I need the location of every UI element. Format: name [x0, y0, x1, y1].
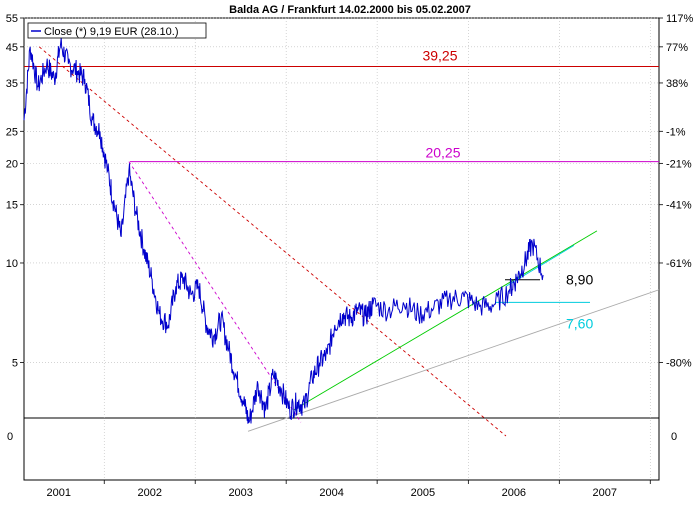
reference-line-label: 39,25 — [422, 47, 457, 63]
reference-line-label: 8,90 — [566, 272, 593, 288]
main-plot-area — [23, 17, 660, 437]
x-axis: 2001 2002 2003 2004 2005 2006 2007 — [47, 480, 651, 499]
price-series — [23, 37, 544, 424]
y-left-tick-label: 45 — [6, 42, 18, 54]
y-left-tick-label: 55 — [6, 13, 18, 25]
x-tick-label: 2001 — [47, 487, 71, 499]
reference-line-label: 7,60 — [566, 315, 593, 331]
trend-line — [247, 289, 660, 432]
sub-panel-area — [23, 417, 660, 481]
y-axis-right: 117% 77% 38% -1% -21% -41% -61% -80% — [659, 13, 694, 370]
trend-line — [128, 161, 302, 423]
x-tick-label: 2004 — [319, 487, 343, 499]
y-right-tick-label: 117% — [666, 13, 694, 25]
y-right-tick-label: -1% — [666, 126, 686, 138]
y-left-tick-label: 20 — [6, 158, 18, 170]
y-right-tick-label: -41% — [666, 200, 692, 212]
reference-line-label: 20,25 — [425, 145, 460, 161]
legend[interactable]: Close (*) 9,19 EUR (28.10.) — [27, 22, 207, 39]
y-left-tick-label: 10 — [6, 258, 18, 270]
y-left-tick-label: 5 — [12, 358, 18, 370]
price-line — [23, 37, 544, 424]
x-tick-label: 2006 — [502, 487, 526, 499]
trend-line — [38, 46, 507, 437]
y-left-tick-label: 15 — [6, 200, 18, 212]
trend-line — [293, 230, 598, 411]
x-tick-label: 2007 — [593, 487, 617, 499]
x-tick-label: 2002 — [137, 487, 161, 499]
y-axis-left: 55 45 35 25 20 15 10 5 — [6, 13, 24, 370]
grid-lines — [24, 17, 659, 480]
reference-lines: 39,25 20,25 8,90 7,60 — [24, 47, 659, 331]
y-right-tick-label: -61% — [666, 258, 692, 270]
y-right-tick-label: 77% — [666, 42, 688, 54]
x-tick-label: 2003 — [228, 487, 252, 499]
y-left-tick-label: 25 — [6, 126, 18, 138]
y-right-tick-label: -80% — [666, 358, 692, 370]
x-tick-label: 2005 — [411, 487, 435, 499]
y-left-tick-label: 35 — [6, 78, 18, 90]
sub-panel-right-tick: 0 — [671, 431, 677, 443]
sub-panel-left-tick: 0 — [7, 431, 13, 443]
legend-label: Close (*) 9,19 EUR (28.10.) — [44, 26, 179, 38]
y-right-tick-label: 38% — [666, 78, 688, 90]
y-right-tick-label: -21% — [666, 158, 692, 170]
legend-box — [27, 22, 207, 39]
chart-title: Balda AG / Frankfurt 14.02.2000 bis 05.0… — [229, 4, 471, 16]
